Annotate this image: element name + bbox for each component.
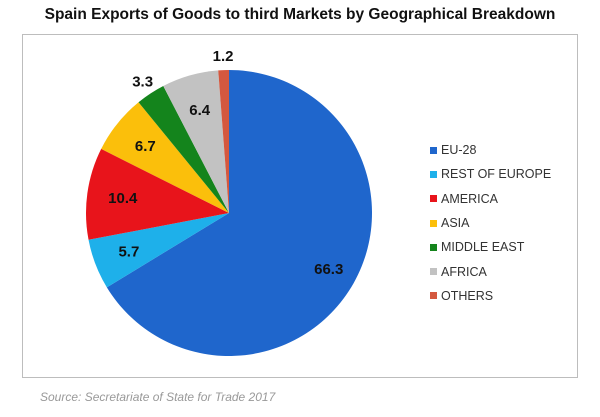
legend-item: REST OF EUROPE	[430, 162, 551, 186]
pie-slice-america	[85, 148, 229, 240]
chart-title: Spain Exports of Goods to third Markets …	[44, 6, 556, 23]
legend-label: REST OF EUROPE	[441, 167, 552, 182]
legend-swatch	[430, 219, 437, 227]
legend-item: AMERICA	[430, 187, 551, 211]
legend-label: OTHERS	[441, 288, 494, 303]
legend-item: AFRICA	[430, 259, 551, 283]
legend: EU-28 REST OF EUROPE AMERICA ASIA MIDDLE EAS…	[430, 138, 551, 308]
legend-swatch	[430, 195, 437, 203]
legend-item: EU-28	[430, 138, 551, 162]
legend-swatch	[430, 243, 437, 251]
source-note: Source: Secretariate of State for Trade …	[40, 390, 276, 404]
pie-slice-eu-28	[106, 70, 373, 357]
legend-item: ASIA	[430, 211, 551, 235]
pie-slice-middle-east	[138, 85, 229, 213]
pie-slice-others	[218, 70, 229, 213]
data-label: 6.4	[189, 102, 211, 119]
legend-label: AFRICA	[441, 264, 487, 279]
legend-label: EU-28	[441, 143, 477, 158]
legend-swatch	[430, 292, 437, 300]
legend-swatch	[430, 170, 437, 178]
data-label: 6.7	[135, 138, 156, 155]
legend-item: MIDDLE EAST	[430, 235, 551, 259]
legend-label: MIDDLE EAST	[441, 240, 525, 255]
legend-swatch	[430, 146, 437, 154]
pie-slice-africa	[163, 70, 229, 213]
data-label: 3.3	[132, 74, 153, 91]
pie-slice-asia	[101, 102, 229, 213]
data-label: 10.4	[108, 190, 138, 207]
data-label: 66.3	[314, 261, 343, 278]
legend-label: AMERICA	[441, 191, 498, 206]
legend-label: ASIA	[441, 216, 470, 231]
data-label: 5.7	[118, 244, 139, 261]
data-label: 1.2	[213, 48, 234, 65]
pie-slice-rest-of-europe	[88, 213, 229, 288]
chart-frame	[22, 34, 578, 378]
legend-item: OTHERS	[430, 284, 551, 308]
legend-swatch	[430, 268, 437, 276]
